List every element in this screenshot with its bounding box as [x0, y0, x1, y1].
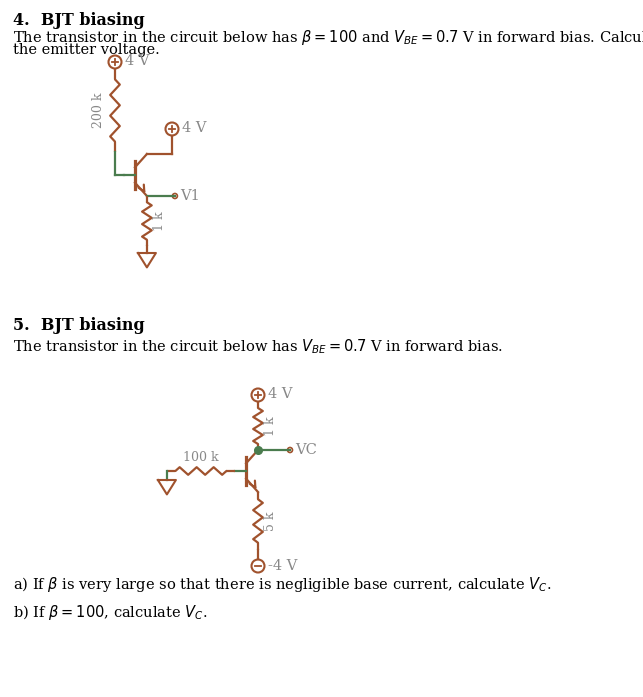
Text: 1 k: 1 k: [153, 211, 166, 231]
Text: VC: VC: [295, 443, 317, 457]
Text: 1 k: 1 k: [264, 416, 277, 436]
Text: 5.  BJT biasing: 5. BJT biasing: [13, 317, 145, 334]
Text: 4.  BJT biasing: 4. BJT biasing: [13, 12, 145, 29]
Text: 100 k: 100 k: [183, 451, 219, 464]
Text: The transistor in the circuit below has $\beta = 100$ and $V_{BE} = 0.7$ V in fo: The transistor in the circuit below has …: [13, 28, 643, 47]
Text: The transistor in the circuit below has $V_{BE} = 0.7$ V in forward bias.: The transistor in the circuit below has …: [13, 337, 503, 355]
Text: b) If $\beta = 100$, calculate $V_C$.: b) If $\beta = 100$, calculate $V_C$.: [13, 603, 208, 622]
Text: 4 V: 4 V: [182, 121, 206, 135]
Text: 5 k: 5 k: [264, 512, 277, 530]
Text: the emitter voltage.: the emitter voltage.: [13, 43, 159, 57]
Text: 4 V: 4 V: [268, 387, 293, 401]
Text: a) If $\beta$ is very large so that there is negligible base current, calculate : a) If $\beta$ is very large so that ther…: [13, 575, 552, 594]
Text: V1: V1: [180, 189, 199, 203]
Text: -4 V: -4 V: [268, 559, 297, 573]
Text: 4 V: 4 V: [125, 54, 150, 68]
Text: 200 k: 200 k: [92, 93, 105, 128]
